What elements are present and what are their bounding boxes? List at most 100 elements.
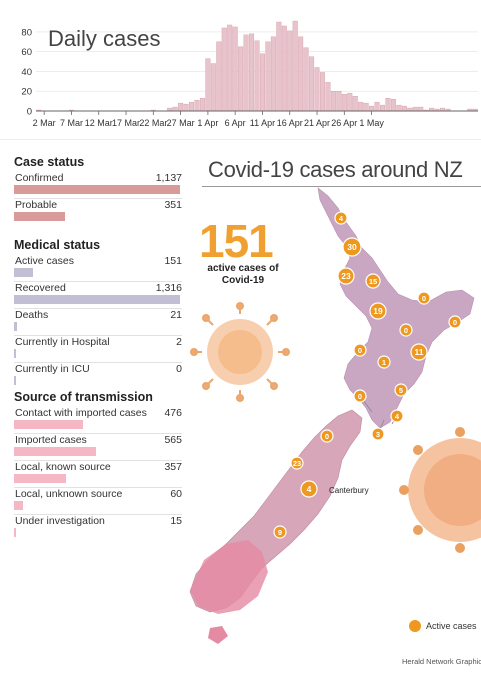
case-marker-label: 0: [453, 318, 457, 327]
bar: [325, 82, 331, 112]
case_status-row: Confirmed 1,137: [14, 172, 182, 198]
bar: [243, 34, 249, 112]
bar: [401, 105, 407, 112]
x-tick-label: 16 Apr: [277, 118, 303, 128]
case_status-row-value: 351: [164, 199, 182, 211]
map-title: Covid-19 cases around NZ: [208, 157, 463, 182]
x-tick-label: 26 Apr: [331, 118, 357, 128]
bar: [232, 26, 238, 112]
case-marker: [365, 273, 381, 289]
case-marker: [300, 480, 318, 498]
case-marker-label: 5: [399, 386, 403, 395]
y-tick-label: 0: [27, 107, 32, 118]
bar: [221, 27, 227, 112]
transmission-row-value: 565: [164, 434, 182, 446]
medical_status-row-label: Active cases: [15, 255, 74, 267]
case_status-row: Probable 351: [14, 198, 182, 225]
case-marker: [342, 237, 362, 257]
transmission-row: Local, known source 357: [14, 460, 182, 487]
y-tick-label: 60: [21, 47, 32, 58]
y-tick-label: 80: [21, 27, 32, 38]
transmission-row-value: 15: [170, 515, 182, 527]
bar: [412, 106, 418, 112]
medical_status-row-label: Deaths: [15, 309, 49, 321]
bar: [199, 97, 205, 112]
bar: [265, 41, 271, 112]
bar: [183, 103, 189, 112]
bar: [418, 106, 424, 112]
bar: [336, 91, 342, 112]
active-cases-caption: active cases of Covid-19: [207, 263, 279, 286]
medical_status-bar-track: [14, 376, 180, 385]
medical_status-bar: [14, 295, 180, 304]
transmission-row-label: Imported cases: [15, 434, 87, 446]
medical_status-row: Currently in ICU 0: [14, 362, 182, 389]
bar: [210, 63, 216, 112]
case-marker: [320, 429, 334, 443]
case-marker-label: 15: [369, 277, 377, 286]
case-status-rows: Confirmed 1,137 Probable 351: [14, 172, 182, 225]
transmission-rows: Contact with imported cases 476 Imported c…: [14, 407, 182, 541]
case-marker-label: 23: [293, 459, 301, 468]
bar: [390, 98, 396, 112]
case-marker: [337, 267, 355, 285]
transmission-row-value: 476: [164, 407, 182, 419]
stewart-island: [208, 626, 228, 644]
bar: [358, 101, 364, 112]
bar: [385, 97, 391, 112]
bar: [292, 20, 298, 112]
case_status-bar-track: [14, 212, 180, 221]
bar: [347, 93, 353, 112]
bar: [287, 30, 293, 112]
bar: [380, 104, 385, 112]
bar: [270, 36, 276, 112]
credit: Herald Network Graphic: [402, 657, 481, 666]
case-marker: [273, 525, 287, 539]
transmission-bar: [14, 447, 97, 456]
case-marker-label: 0: [404, 326, 408, 335]
chart-title: Daily cases: [48, 26, 161, 51]
x-tick-label: 2 Mar: [33, 118, 56, 128]
case-marker: [390, 409, 404, 423]
transmission-bar-track: [14, 474, 180, 483]
case-marker: [377, 355, 391, 369]
active-cases-number: 151: [199, 215, 274, 267]
bar: [352, 96, 358, 112]
x-tick-label: 17 Mar: [112, 118, 140, 128]
bar: [281, 25, 287, 112]
case-marker-label: 11: [415, 347, 424, 357]
transmission-panel: Source of transmission Contact with impo…: [14, 390, 182, 541]
bar: [238, 46, 244, 112]
case-marker-label: 9: [278, 528, 282, 537]
case-marker-label: 3: [376, 430, 380, 439]
bar: [249, 33, 255, 112]
x-tick-label: 6 Apr: [225, 118, 246, 128]
x-tick-label: 7 Mar: [60, 118, 83, 128]
bar: [254, 40, 260, 112]
y-tick-label: 20: [21, 87, 32, 98]
case-marker-label: 4: [307, 484, 312, 494]
transmission-bar-track: [14, 420, 180, 429]
transmission-bar: [14, 420, 84, 429]
bar: [396, 104, 402, 112]
case-marker: [399, 323, 413, 337]
bar: [314, 67, 320, 112]
case-marker-label: 1: [382, 358, 386, 367]
transmission-row-label: Local, known source: [15, 461, 111, 473]
medical_status-row-label: Recovered: [15, 282, 66, 294]
bar: [374, 101, 380, 112]
transmission-bar-track: [14, 528, 180, 537]
x-tick-label: 1 May: [359, 118, 384, 128]
x-tick-label: 1 Apr: [197, 118, 218, 128]
case-marker: [353, 343, 367, 357]
medical_status-row-value: 0: [176, 363, 182, 375]
bar: [178, 102, 184, 112]
medical_status-bar: [14, 376, 16, 385]
transmission-row: Contact with imported cases 476: [14, 407, 182, 433]
medical_status-row: Currently in Hospital 2: [14, 335, 182, 362]
case_status-bar: [14, 212, 66, 221]
map-title-rule: [202, 186, 481, 187]
case-marker: [417, 291, 431, 305]
bar: [330, 91, 336, 112]
bar: [320, 72, 325, 112]
